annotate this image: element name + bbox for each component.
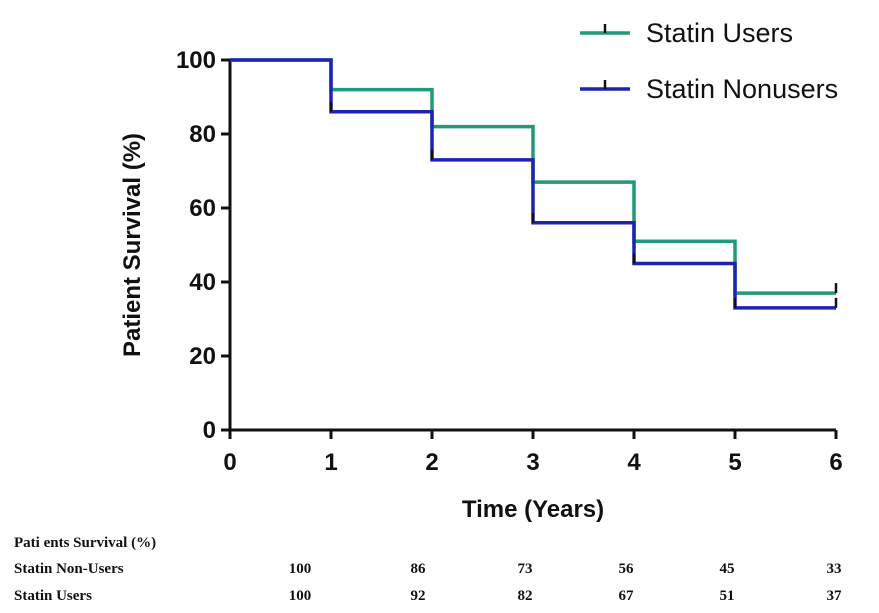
table-row: Statin Users 100 92 82 67 51 37 [14,583,864,610]
table-cell: 67 [618,588,634,604]
y-tick-label: 100 [176,47,216,74]
y-tick-label: 80 [189,121,216,148]
table-row-label: Statin Users [14,588,92,604]
x-tick-label: 2 [425,449,438,476]
x-tick-label: 0 [223,449,236,476]
legend-label: Statin Nonusers [646,74,838,104]
y-axis-label: Patient Survival (%) [119,133,146,357]
table-row: Statin Non-Users 100 86 73 56 45 33 [14,556,864,583]
table-cell: 33 [826,561,842,577]
table-cell: 45 [719,561,735,577]
x-tick-label: 4 [627,449,641,476]
table-cell: 56 [618,561,634,577]
y-tick-label: 60 [189,195,216,222]
table-cell: 37 [826,588,842,604]
y-tick-label: 20 [189,343,216,370]
table-cell: 82 [517,588,533,604]
table-cell: 86 [410,561,426,577]
table-cell: 51 [719,588,735,604]
x-axis-label: Time (Years) [462,496,604,523]
x-tick-label: 3 [526,449,539,476]
survival-table: Pati ents Survival (%) Statin Non-Users 1… [14,530,864,610]
table-cell: 73 [517,561,533,577]
y-tick-label: 0 [203,417,216,444]
x-tick-label: 6 [829,449,842,476]
x-tick-label: 1 [324,449,337,476]
legend-label: Statin Users [646,18,793,48]
table-caption: Pati ents Survival (%) [14,535,157,551]
table-row-label: Statin Non-Users [14,561,124,577]
y-tick-label: 40 [189,269,216,296]
table-cell: 92 [410,588,426,604]
x-tick-label: 5 [728,449,741,476]
table-cell: 100 [288,561,312,577]
table-cell: 100 [288,588,312,604]
